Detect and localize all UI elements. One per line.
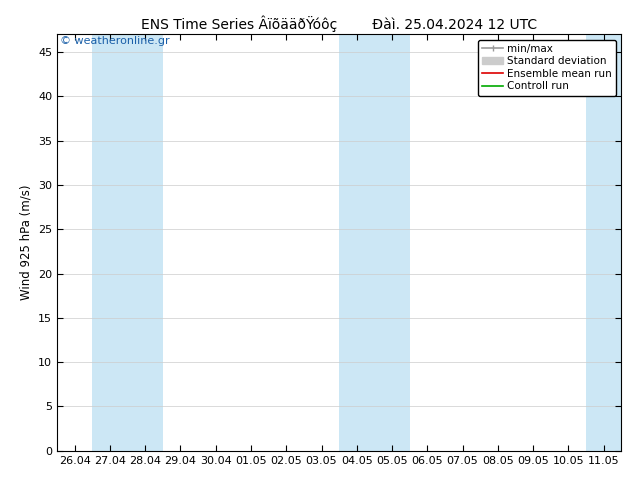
Y-axis label: Wind 925 hPa (m/s): Wind 925 hPa (m/s) bbox=[20, 185, 32, 300]
Legend: min/max, Standard deviation, Ensemble mean run, Controll run: min/max, Standard deviation, Ensemble me… bbox=[478, 40, 616, 96]
Bar bbox=[586, 34, 621, 451]
Bar bbox=[93, 34, 163, 451]
Title: ENS Time Series ÂïõääðŸóôç        Ðàì. 25.04.2024 12 UTC: ENS Time Series ÂïõääðŸóôç Ðàì. 25.04.20… bbox=[141, 15, 537, 32]
Text: © weatheronline.gr: © weatheronline.gr bbox=[60, 36, 169, 47]
Bar bbox=[339, 34, 410, 451]
